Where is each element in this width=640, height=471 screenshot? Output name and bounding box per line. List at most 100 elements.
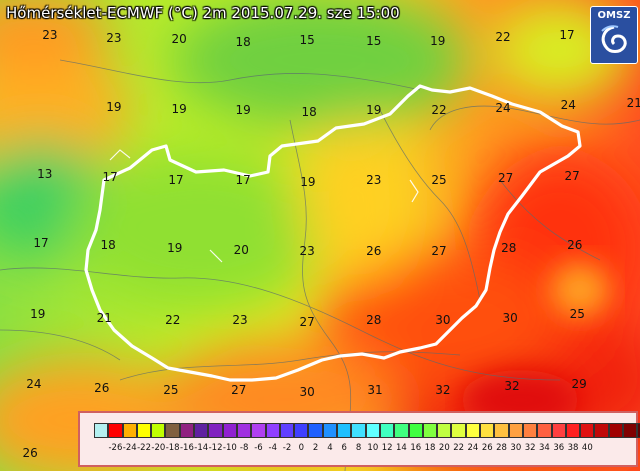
legend-label: -22 [137, 443, 151, 453]
temperature-value: 32 [504, 379, 520, 394]
legend-swatch [637, 423, 640, 438]
temperature-value: 17 [559, 27, 575, 42]
temperature-value: 19 [430, 33, 446, 48]
legend-swatch [194, 423, 209, 438]
temperature-value: 18 [235, 34, 251, 49]
legend-label: 16 [410, 443, 422, 453]
temperature-value: 26 [22, 446, 38, 461]
legend-swatch [122, 423, 137, 438]
temperature-value: 23 [366, 172, 382, 187]
legend-label: 0 [298, 443, 305, 453]
legend-label: -18 [165, 443, 180, 453]
temperature-value: 23 [232, 313, 248, 328]
legend-label: 32 [524, 443, 536, 453]
legend-label: 26 [481, 443, 493, 453]
legend-label: 30 [510, 443, 522, 453]
temperature-value: 30 [502, 311, 518, 326]
legend-label: -12 [208, 443, 223, 453]
temperature-value: 24 [26, 377, 42, 392]
temperature-value: 28 [366, 313, 382, 328]
legend-label: 12 [381, 443, 393, 453]
legend-label: 38 [567, 443, 579, 453]
legend-swatch [294, 423, 309, 438]
legend-label: 14 [396, 443, 407, 453]
temperature-value: 23 [299, 244, 315, 259]
temperature-value: 24 [560, 98, 576, 113]
legend-swatch [622, 423, 638, 438]
legend-label: 40 [581, 443, 593, 453]
legend-label: -20 [151, 443, 166, 453]
legend-swatch [451, 423, 466, 438]
temperature-value: 27 [299, 315, 315, 330]
temperature-value: 27 [231, 383, 247, 398]
temperature-value: 27 [431, 244, 447, 259]
legend-label: -8 [239, 443, 249, 453]
temperature-value: 25 [569, 307, 585, 322]
legend-swatch [608, 423, 623, 438]
legend-swatch [337, 423, 352, 438]
temperature-value: 21 [626, 95, 640, 110]
legend-swatch [222, 423, 237, 438]
temperature-value: 22 [431, 102, 447, 117]
legend-swatch [422, 423, 438, 438]
legend-label: 24 [467, 443, 479, 453]
legend-label: 28 [496, 443, 507, 453]
temperature-value: 31 [367, 383, 383, 398]
legend-label: -2 [282, 443, 292, 453]
logo-text: OMSZ [597, 10, 631, 21]
legend-swatch [480, 423, 495, 438]
temperature-value: 18 [301, 104, 317, 119]
temperature-value: 15 [299, 33, 315, 48]
legend-swatch [580, 423, 595, 438]
omsz-logo: OMSZ [590, 6, 638, 64]
temperature-value: 20 [233, 243, 249, 258]
temperature-value: 32 [435, 383, 451, 398]
temperature-value: 29 [571, 377, 587, 392]
temperature-value: 18 [100, 237, 116, 252]
temperature-value: 15 [366, 33, 382, 48]
legend-swatch [351, 423, 366, 438]
legend-swatch [265, 423, 280, 438]
legend-swatch [279, 423, 295, 438]
legend-label: 18 [424, 443, 436, 453]
temperature-value: 27 [564, 169, 580, 184]
temperature-value: 25 [431, 172, 447, 187]
legend-label: -4 [268, 443, 277, 453]
legend-swatch [236, 423, 252, 438]
temperature-value: 19 [30, 307, 46, 322]
legend-label: -24 [122, 443, 137, 453]
temperature-value: 13 [37, 166, 53, 181]
legend-swatch [108, 423, 123, 438]
legend-swatch [551, 423, 566, 438]
legend-swatch [379, 423, 395, 438]
legend-swatch [565, 423, 581, 438]
legend-label: -16 [179, 443, 194, 453]
temperature-value: 17 [235, 172, 251, 187]
temperature-value: 19 [167, 241, 183, 256]
temperature-value: 19 [366, 102, 382, 117]
legend-swatch [537, 423, 552, 438]
legend-swatch [251, 423, 266, 438]
legend-swatch [322, 423, 338, 438]
legend-label: 6 [341, 443, 347, 453]
legend-label: 22 [453, 443, 465, 453]
omsz-swirl-icon [601, 25, 627, 53]
temperature-value: 27 [497, 171, 514, 186]
hungary-border [84, 84, 582, 382]
temperature-value: 28 [501, 241, 517, 256]
temperature-value: 26 [366, 244, 382, 259]
temperature-value: 24 [495, 100, 511, 115]
temperature-value: 30 [299, 385, 315, 400]
legend-swatch [208, 423, 223, 438]
legend-label: 2 [312, 443, 319, 453]
temperature-value: 19 [106, 99, 122, 114]
legend-label: -6 [254, 443, 263, 453]
legend-swatch [508, 423, 523, 438]
temperature-value: 19 [171, 101, 187, 116]
temperature-value: 17 [102, 170, 118, 185]
legend-swatch [494, 423, 509, 438]
legend-label: 20 [438, 443, 450, 453]
legend-swatches [94, 423, 640, 438]
